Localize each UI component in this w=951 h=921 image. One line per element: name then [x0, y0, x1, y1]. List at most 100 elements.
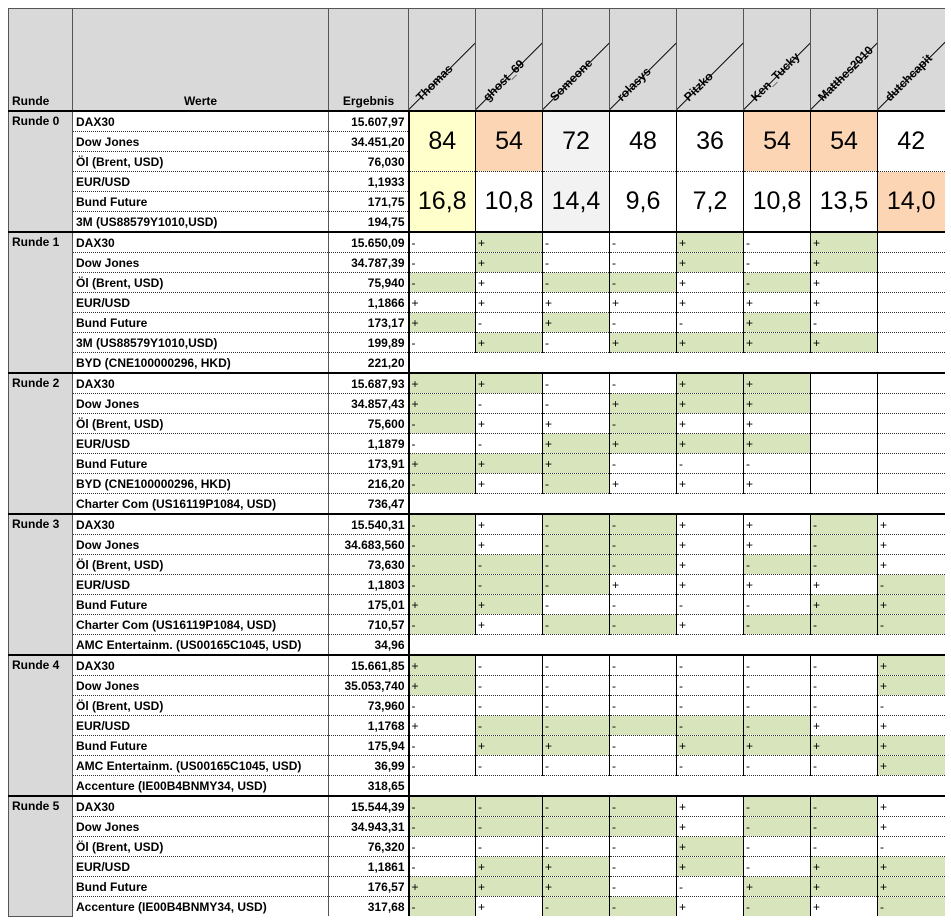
- header-player[interactable]: Matthes2010: [810, 8, 878, 112]
- tip-cell[interactable]: -: [609, 372, 677, 394]
- tip-cell[interactable]: +: [408, 594, 476, 615]
- tip-cell[interactable]: +: [810, 272, 878, 293]
- tip-cell[interactable]: +: [810, 292, 878, 313]
- tip-cell[interactable]: -: [743, 453, 811, 474]
- tip-cell[interactable]: -: [475, 574, 543, 595]
- asset-name[interactable]: Öl (Brent, USD): [72, 413, 329, 434]
- tip-cell[interactable]: +: [676, 534, 744, 555]
- tip-cell[interactable]: -: [877, 695, 945, 716]
- asset-name[interactable]: AMC Entertainm. (US00165C1045, USD): [72, 755, 329, 776]
- tip-cell[interactable]: -: [542, 715, 610, 736]
- tip-cell[interactable]: -: [743, 272, 811, 293]
- empty-cell[interactable]: [408, 352, 945, 373]
- tip-cell[interactable]: -: [542, 332, 610, 353]
- asset-value[interactable]: 221,20: [328, 352, 410, 373]
- empty-cell[interactable]: [408, 493, 945, 514]
- tip-cell[interactable]: -: [810, 755, 878, 776]
- tip-cell[interactable]: +: [542, 413, 610, 434]
- tip-cell[interactable]: -: [609, 231, 677, 253]
- tip-cell[interactable]: -: [408, 574, 476, 595]
- player-ratio[interactable]: 9,6: [609, 171, 677, 232]
- tip-cell[interactable]: +: [475, 332, 543, 353]
- tip-cell[interactable]: -: [542, 231, 610, 253]
- tip-cell[interactable]: +: [542, 312, 610, 333]
- tip-cell[interactable]: -: [542, 574, 610, 595]
- tip-cell[interactable]: +: [877, 554, 945, 575]
- tip-cell[interactable]: -: [676, 453, 744, 474]
- tip-cell[interactable]: +: [877, 513, 945, 535]
- asset-name[interactable]: EUR/USD: [72, 433, 329, 454]
- tip-cell[interactable]: -: [475, 755, 543, 776]
- tip-cell[interactable]: +: [676, 513, 744, 535]
- tip-cell[interactable]: +: [542, 735, 610, 756]
- tip-cell[interactable]: -: [408, 473, 476, 494]
- tip-cell[interactable]: +: [743, 312, 811, 333]
- tip-cell[interactable]: +: [676, 231, 744, 253]
- asset-name[interactable]: Dow Jones: [72, 675, 329, 696]
- tip-cell[interactable]: -: [609, 614, 677, 635]
- tip-cell[interactable]: [877, 272, 945, 293]
- player-points[interactable]: 54: [743, 110, 811, 172]
- tip-cell[interactable]: -: [810, 654, 878, 676]
- tip-cell[interactable]: -: [542, 695, 610, 716]
- asset-name[interactable]: Bund Future: [72, 735, 329, 756]
- tip-cell[interactable]: -: [408, 795, 476, 817]
- tip-cell[interactable]: -: [676, 675, 744, 696]
- tip-cell[interactable]: [877, 252, 945, 273]
- tip-cell[interactable]: -: [743, 836, 811, 857]
- player-ratio[interactable]: 10,8: [743, 171, 811, 232]
- tip-cell[interactable]: -: [475, 393, 543, 414]
- tip-cell[interactable]: -: [609, 816, 677, 837]
- tip-cell[interactable]: +: [475, 473, 543, 494]
- tip-cell[interactable]: -: [408, 513, 476, 535]
- tip-cell[interactable]: +: [810, 735, 878, 756]
- tip-cell[interactable]: +: [743, 413, 811, 434]
- tip-cell[interactable]: -: [609, 715, 677, 736]
- tip-cell[interactable]: +: [676, 574, 744, 595]
- tip-cell[interactable]: -: [877, 896, 945, 916]
- tip-cell[interactable]: -: [743, 554, 811, 575]
- tip-cell[interactable]: -: [743, 715, 811, 736]
- tip-cell[interactable]: -: [542, 513, 610, 535]
- tip-cell[interactable]: -: [542, 534, 610, 555]
- tip-cell[interactable]: -: [676, 755, 744, 776]
- tip-cell[interactable]: -: [743, 816, 811, 837]
- tip-cell[interactable]: +: [408, 654, 476, 676]
- tip-cell[interactable]: -: [810, 312, 878, 333]
- asset-name[interactable]: Bund Future: [72, 312, 329, 333]
- asset-name[interactable]: EUR/USD: [72, 715, 329, 736]
- tip-cell[interactable]: -: [743, 654, 811, 676]
- tip-cell[interactable]: +: [609, 393, 677, 414]
- asset-name[interactable]: Accenture (IE00B4BNMY34, USD): [72, 775, 329, 796]
- header-player[interactable]: Ken_Tucky: [743, 8, 811, 112]
- tip-cell[interactable]: -: [676, 695, 744, 716]
- player-points[interactable]: 54: [475, 110, 543, 172]
- asset-name[interactable]: Bund Future: [72, 453, 329, 474]
- asset-value[interactable]: 36,99: [328, 755, 410, 776]
- asset-value[interactable]: 34,96: [328, 634, 410, 655]
- tip-cell[interactable]: -: [408, 614, 476, 635]
- asset-value[interactable]: 15.607,97: [328, 110, 410, 132]
- tip-cell[interactable]: +: [877, 816, 945, 837]
- player-points[interactable]: 54: [810, 110, 878, 172]
- tip-cell[interactable]: [877, 433, 945, 454]
- tip-cell[interactable]: +: [810, 715, 878, 736]
- tip-cell[interactable]: -: [542, 272, 610, 293]
- tip-cell[interactable]: -: [475, 836, 543, 857]
- asset-value[interactable]: 35.053,740: [328, 675, 410, 696]
- player-points[interactable]: 84: [408, 110, 476, 172]
- tip-cell[interactable]: -: [609, 312, 677, 333]
- asset-name[interactable]: Bund Future: [72, 594, 329, 615]
- tip-cell[interactable]: +: [810, 896, 878, 916]
- asset-name[interactable]: Dow Jones: [72, 816, 329, 837]
- tip-cell[interactable]: [877, 332, 945, 353]
- tip-cell[interactable]: +: [475, 272, 543, 293]
- tip-cell[interactable]: +: [877, 735, 945, 756]
- tip-cell[interactable]: -: [475, 554, 543, 575]
- tip-cell[interactable]: -: [542, 614, 610, 635]
- asset-name[interactable]: DAX30: [72, 513, 329, 535]
- asset-value[interactable]: 1,1879: [328, 433, 410, 454]
- tip-cell[interactable]: -: [542, 473, 610, 494]
- tip-cell[interactable]: -: [609, 856, 677, 877]
- tip-cell[interactable]: -: [408, 231, 476, 253]
